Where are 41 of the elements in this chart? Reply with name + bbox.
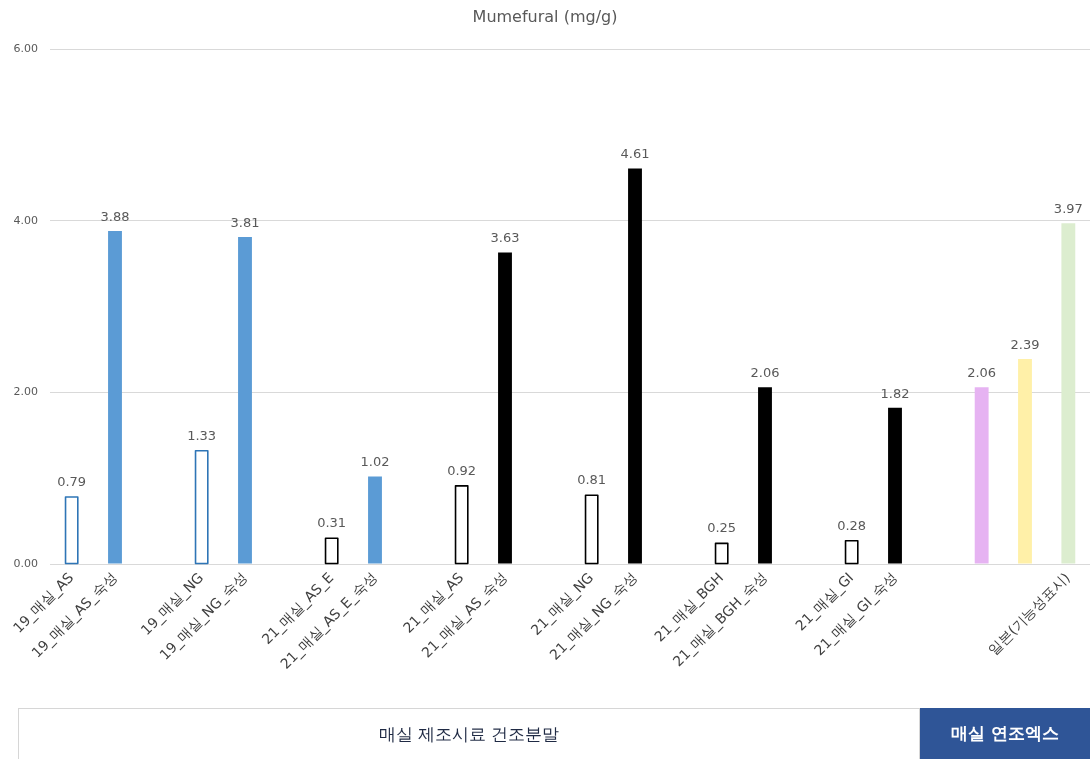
- data-label: 3.97: [1053, 201, 1083, 217]
- data-label: 2.06: [967, 365, 997, 381]
- bar: [454, 485, 469, 565]
- y-tick-label: 4.00: [13, 213, 38, 227]
- bar: [368, 476, 382, 564]
- data-label: 1.82: [880, 385, 910, 401]
- data-label: 1.33: [187, 427, 217, 443]
- data-label: 1.02: [360, 454, 390, 470]
- bar: [974, 387, 989, 564]
- bar: [1061, 223, 1076, 564]
- chart-title: Mumefural (mg/g): [472, 6, 618, 26]
- bar: [628, 168, 642, 564]
- group-header: 매실 제조시료 건조분말: [18, 708, 920, 759]
- data-label: 0.25: [707, 520, 737, 536]
- data-label: 0.28: [837, 517, 867, 533]
- data-label: 2.39: [1010, 336, 1040, 352]
- data-label: 4.61: [620, 146, 650, 162]
- data-label: 0.79: [57, 474, 87, 490]
- data-label: 3.81: [230, 214, 260, 230]
- y-tick-label: 0.00: [13, 556, 38, 570]
- data-label: 0.92: [447, 462, 477, 478]
- data-label: 3.63: [490, 230, 520, 246]
- y-tick-label: 6.00: [13, 42, 38, 56]
- bar: [844, 539, 859, 565]
- data-label: 0.81: [577, 472, 607, 488]
- bar: [64, 496, 79, 565]
- bar: [194, 449, 209, 565]
- bar: [238, 237, 252, 564]
- bar: [714, 542, 729, 565]
- bar: [1018, 358, 1032, 564]
- y-tick-label: 2.00: [13, 385, 38, 399]
- group-header: 매실 연조엑스: [920, 708, 1090, 759]
- data-label: 0.31: [317, 515, 347, 531]
- bar: [584, 494, 599, 565]
- bar: [758, 387, 772, 564]
- data-label: 2.06: [750, 365, 780, 381]
- bar: [498, 252, 512, 564]
- bar: [108, 231, 122, 564]
- bar: [888, 407, 902, 564]
- bar: [324, 537, 339, 565]
- data-label: 3.88: [100, 208, 130, 224]
